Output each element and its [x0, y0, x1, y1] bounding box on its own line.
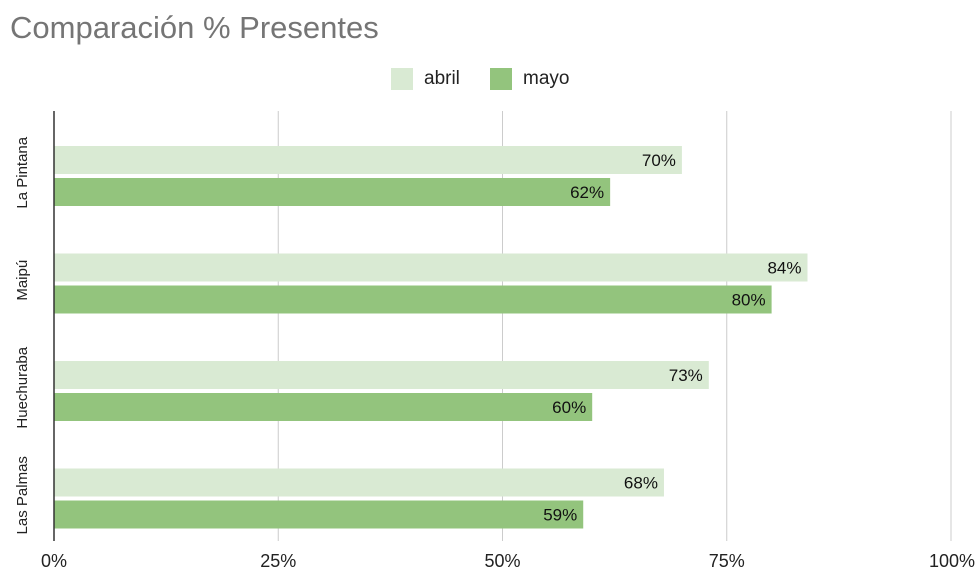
value-label-abril-0: 70%: [642, 151, 676, 170]
x-tick-label-0: 0%: [41, 551, 67, 569]
x-tick-label-100: 100%: [929, 551, 975, 569]
bar-mayo-3: [54, 500, 584, 529]
legend-swatch-abril: [391, 68, 413, 90]
category-label-0: La Pintana: [14, 136, 31, 208]
category-label-2: Huechuraba: [14, 346, 31, 428]
bar-abril-0: [54, 146, 682, 174]
value-label-abril-1: 84%: [767, 259, 801, 278]
value-label-abril-2: 73%: [669, 366, 703, 385]
category-label-1: Maipú: [14, 260, 31, 301]
chart-title: Comparación % Presentes: [10, 10, 379, 45]
bar-abril-1: [54, 253, 808, 282]
legend-item-abril[interactable]: abril: [391, 64, 460, 94]
bar-mayo-0: [54, 178, 611, 206]
bar-mayo-2: [54, 393, 593, 421]
bar-abril-2: [54, 361, 709, 389]
value-label-mayo-0: 62%: [570, 183, 604, 202]
legend-swatch-mayo: [490, 68, 512, 90]
x-tick-label-25: 25%: [260, 551, 296, 569]
legend-label-abril: abril: [424, 68, 460, 89]
bar-abril-3: [54, 468, 664, 497]
value-label-abril-3: 68%: [624, 474, 658, 493]
value-label-mayo-1: 80%: [732, 291, 766, 310]
category-label-3: Las Palmas: [14, 456, 31, 534]
legend-label-mayo: mayo: [523, 68, 570, 89]
x-tick-label-75: 75%: [709, 551, 745, 569]
x-tick-label-50: 50%: [484, 551, 520, 569]
chart-legend: abril mayo: [0, 64, 978, 94]
legend-item-mayo[interactable]: mayo: [490, 64, 569, 94]
bar-mayo-1: [54, 285, 772, 314]
value-label-mayo-2: 60%: [552, 398, 586, 417]
value-label-mayo-3: 59%: [543, 506, 577, 525]
